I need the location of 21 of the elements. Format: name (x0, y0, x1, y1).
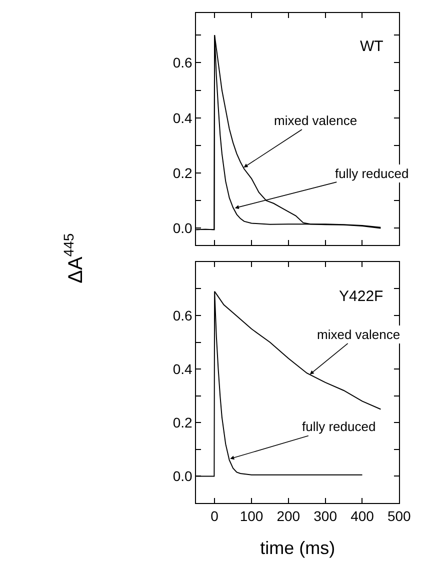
x-tick-label: 500 (387, 508, 412, 524)
text: WT (360, 38, 384, 55)
annotation: fully reduced (335, 166, 409, 181)
y-tick-label: 0.4 (172, 110, 193, 126)
y-tick-label: 0.4 (172, 360, 193, 377)
annotation: fully reduced (302, 419, 376, 434)
text: Y422F (339, 288, 384, 305)
y-tick-label: 0.6 (172, 307, 193, 324)
x-axis-title: time (ms) (260, 538, 336, 558)
y-tick-label: 0.0 (172, 220, 193, 236)
annotation: mixed valence (317, 327, 400, 342)
annotation: mixed valence (274, 113, 358, 128)
x-tick-label: 300 (314, 508, 338, 524)
x-tick-label: 400 (350, 508, 374, 524)
x-tick-label: 0 (210, 508, 219, 524)
y-tick-label: 0.2 (172, 164, 193, 181)
x-tick-label: 200 (276, 508, 300, 524)
y-tick-label: 0.2 (172, 414, 193, 431)
x-tick-label: 100 (240, 508, 264, 524)
y-tick-label: 0.0 (172, 468, 193, 484)
y-tick-label: 0.6 (172, 54, 193, 71)
